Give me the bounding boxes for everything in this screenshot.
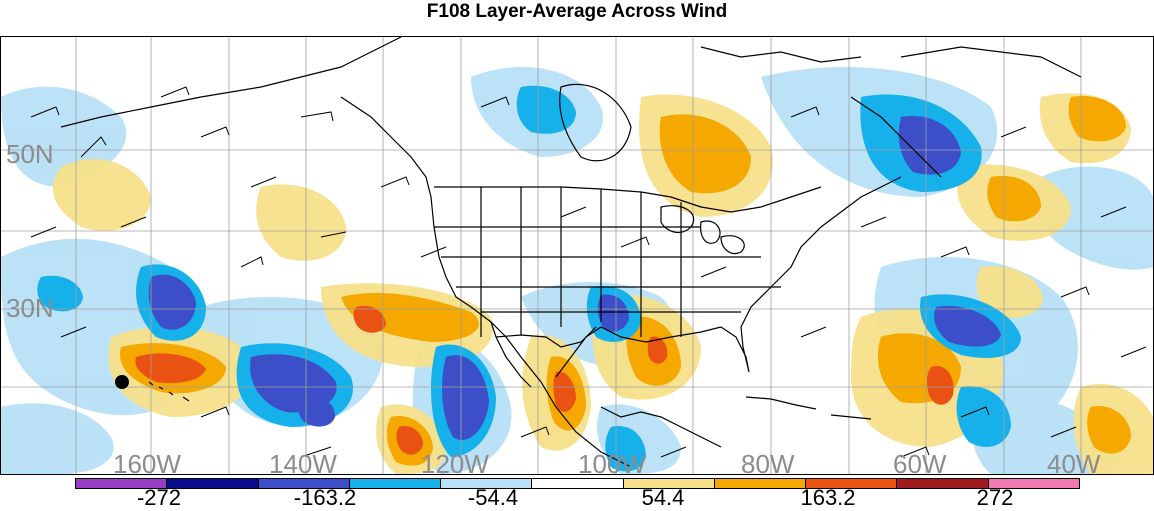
colorbar-label-neg272: -272 bbox=[136, 485, 182, 510]
colorbar-segment bbox=[531, 478, 623, 489]
lon-label-120w: 120W bbox=[421, 449, 489, 475]
location-marker bbox=[115, 375, 129, 389]
colorbar-label-neg163: -163.2 bbox=[293, 485, 357, 510]
colorbar-segment bbox=[257, 478, 349, 489]
lon-label-160w: 160W bbox=[113, 449, 181, 475]
map-panel: 50N 30N 160W 140W 120W 100W 80W 60W 40W bbox=[0, 36, 1154, 475]
lon-label-80w: 80W bbox=[741, 449, 795, 475]
colorbar-label-163: 163.2 bbox=[800, 485, 856, 510]
colorbar-segment bbox=[622, 478, 714, 489]
lat-lon-grid bbox=[1, 37, 1153, 474]
contour-fill-red bbox=[135, 305, 954, 455]
colorbar bbox=[75, 478, 1080, 489]
colorbar-segment bbox=[896, 478, 988, 489]
colorbar-label-neg54: -54.4 bbox=[467, 485, 519, 510]
lon-label-140w: 140W bbox=[269, 449, 337, 475]
lon-label-100w: 100W bbox=[578, 449, 646, 475]
colorbar-label-54: 54.4 bbox=[641, 485, 685, 510]
across-wind-map bbox=[1, 37, 1153, 474]
lon-label-40w: 40W bbox=[1047, 449, 1101, 475]
colorbar-segment bbox=[166, 478, 258, 489]
colorbar-segment bbox=[987, 478, 1080, 489]
lon-label-60w: 60W bbox=[893, 449, 947, 475]
colorbar-segment bbox=[805, 478, 897, 489]
colorbar-segment bbox=[713, 478, 806, 489]
lat-label-50n: 50N bbox=[6, 139, 54, 169]
lat-label-30n: 30N bbox=[6, 293, 54, 323]
map-title: F108 Layer-Average Across Wind bbox=[426, 1, 728, 22]
colorbar-segment bbox=[75, 478, 167, 489]
colorbar-segment bbox=[440, 478, 532, 489]
colorbar-label-272: 272 bbox=[976, 485, 1014, 510]
coastlines-and-borders bbox=[60, 37, 1082, 468]
contour-fill-dark-blue bbox=[148, 116, 1001, 441]
wind-barbs bbox=[30, 86, 1147, 458]
colorbar-segment bbox=[348, 478, 441, 489]
